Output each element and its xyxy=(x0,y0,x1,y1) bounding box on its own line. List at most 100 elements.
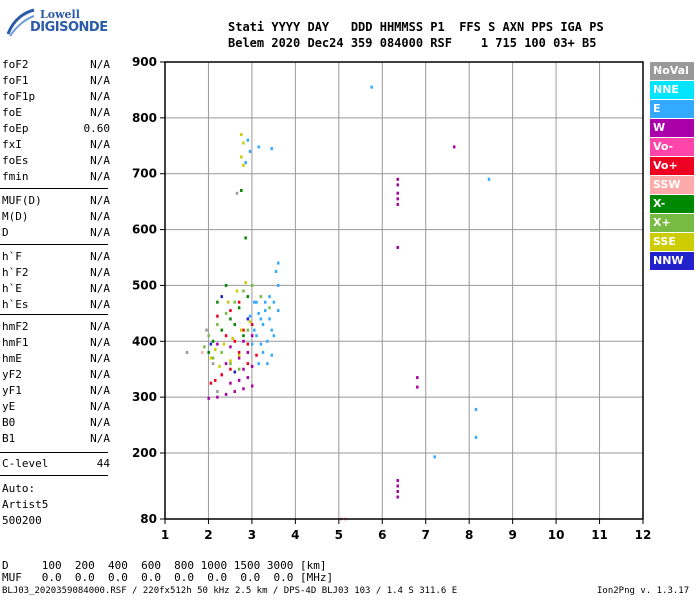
y-tick-label: 500 xyxy=(132,278,157,292)
param-row-yf1: yF1 N/A xyxy=(2,384,110,398)
param-separator xyxy=(0,452,108,453)
data-point-x- xyxy=(233,323,237,327)
y-tick-label: 200 xyxy=(132,446,157,460)
data-point-sse xyxy=(235,289,239,293)
data-point-e xyxy=(248,149,252,153)
param-separator xyxy=(0,314,108,315)
data-point-e xyxy=(270,147,273,151)
data-point-vo- xyxy=(224,334,228,338)
data-point-w xyxy=(216,342,219,346)
data-point-w xyxy=(242,387,245,391)
param-name: yE xyxy=(2,400,16,413)
footer-file-info: BLJ03_2020359084000.RSF / 220fx512h 50 k… xyxy=(2,586,458,596)
data-point-w xyxy=(452,145,456,149)
data-point-w xyxy=(396,197,399,201)
logo-lowell-text: Lowell xyxy=(40,8,80,21)
header-labels: Stati YYYY DAY DDD HHMMSS P1 FFS S AXN P… xyxy=(228,20,604,34)
param-value: N/A xyxy=(90,320,110,333)
data-point-w xyxy=(396,245,399,249)
data-point-x- xyxy=(211,339,215,343)
data-point-sse xyxy=(240,133,243,137)
param-value: N/A xyxy=(90,74,110,87)
muf-row: MUF 0.0 0.0 0.0 0.0 0.0 0.0 0.0 0.0 [MHz… xyxy=(2,571,334,584)
param-value: N/A xyxy=(90,138,110,151)
param-name: foF2 xyxy=(2,58,29,71)
data-point-x- xyxy=(268,306,271,310)
data-point-e xyxy=(257,145,260,149)
data-point-e xyxy=(255,334,258,338)
data-point-w xyxy=(396,495,399,499)
data-point-noval xyxy=(211,362,215,366)
param-name: hmF2 xyxy=(2,320,29,333)
data-point-w xyxy=(246,350,250,354)
data-point-sse xyxy=(244,281,247,285)
data-point-vo- xyxy=(242,328,245,332)
data-point-w xyxy=(233,390,237,394)
data-point-w xyxy=(216,395,219,399)
data-point-e xyxy=(274,269,278,273)
param-separator xyxy=(0,244,108,245)
data-point-vo- xyxy=(237,350,241,354)
param-value: N/A xyxy=(90,226,110,239)
auto-version: 500200 xyxy=(2,514,42,527)
data-point-e xyxy=(487,177,491,181)
data-point-x- xyxy=(250,283,254,287)
x-tick-label: 6 xyxy=(378,528,386,542)
data-point-x- xyxy=(203,345,206,349)
data-point-sse xyxy=(242,163,245,167)
data-point-w xyxy=(396,183,399,187)
data-point-ssw xyxy=(200,350,204,354)
data-point-w xyxy=(396,479,399,482)
x-tick-label: 10 xyxy=(548,528,565,542)
distance-row: D 100 200 400 600 800 1000 1500 3000 [km… xyxy=(2,559,327,572)
legend-item-vo-: Vo- xyxy=(650,138,694,156)
param-value: N/A xyxy=(90,58,110,71)
data-point-x- xyxy=(220,328,223,332)
legend-item-e: E xyxy=(650,100,694,118)
data-point-vo- xyxy=(213,378,217,382)
param-row-md: M(D) N/A xyxy=(2,210,110,224)
logo-swoosh-icon xyxy=(6,8,35,37)
param-name: foE xyxy=(2,106,22,119)
data-point-w xyxy=(242,367,245,371)
legend-item-nne: NNE xyxy=(650,81,694,99)
data-point-nnw xyxy=(209,342,213,346)
data-point-e xyxy=(272,334,276,338)
data-point-x- xyxy=(220,350,223,354)
data-point-vo- xyxy=(246,362,250,366)
param-name: h`F2 xyxy=(2,266,29,279)
x-tick-label: 12 xyxy=(635,528,652,542)
data-point-w xyxy=(229,345,232,349)
auto-label: Auto: xyxy=(2,482,36,495)
param-separator xyxy=(0,475,108,476)
param-name: fmin xyxy=(2,170,29,183)
data-point-vo- xyxy=(250,323,254,327)
data-point-e xyxy=(270,328,273,332)
param-name: hmF1 xyxy=(2,336,29,349)
y-tick-label: 300 xyxy=(132,390,157,404)
data-point-sse xyxy=(231,336,234,340)
data-point-vo- xyxy=(255,353,258,357)
data-point-w xyxy=(250,334,254,338)
x-tick-label: 1 xyxy=(161,528,169,542)
clevel-value: 44 xyxy=(96,457,110,470)
data-point-x- xyxy=(224,311,228,315)
data-point-w xyxy=(250,384,254,388)
data-point-w xyxy=(224,362,228,366)
x-tick-label: 5 xyxy=(335,528,343,542)
legend-item-x-: X+ xyxy=(650,214,694,232)
data-point-w xyxy=(396,202,399,206)
data-point-vo- xyxy=(229,309,232,313)
data-point-w xyxy=(207,396,210,400)
data-point-w xyxy=(237,356,241,360)
param-row-mufd: MUF(D) N/A xyxy=(2,194,110,208)
param-row-hf2: h`F2 N/A xyxy=(2,266,110,280)
y-tick-label: 700 xyxy=(132,167,157,181)
data-point-sse xyxy=(240,328,243,332)
data-point-e xyxy=(257,311,260,315)
data-point-e xyxy=(261,350,265,354)
data-point-sse xyxy=(213,348,217,352)
param-value: N/A xyxy=(90,194,110,207)
data-point-vo- xyxy=(220,373,223,377)
